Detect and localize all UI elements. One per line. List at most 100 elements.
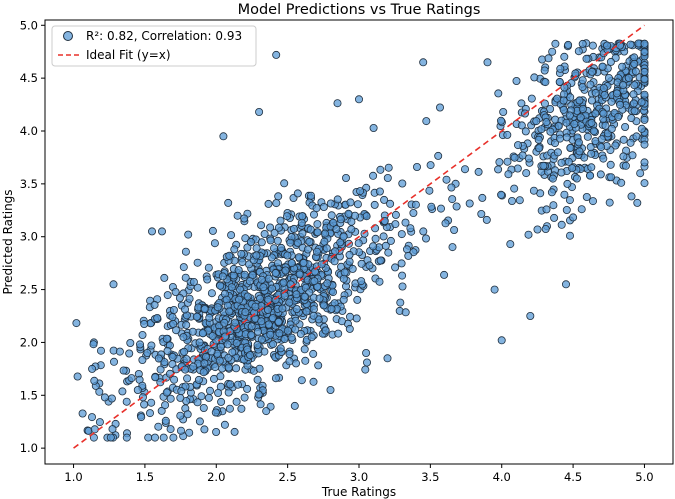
scatter-point [276, 344, 285, 353]
scatter-point [629, 99, 638, 108]
scatter-point [386, 236, 395, 245]
scatter-point [170, 375, 179, 384]
scatter-point [396, 298, 405, 307]
scatter-point [300, 292, 309, 301]
scatter-point [254, 390, 263, 399]
scatter-point [230, 245, 239, 254]
scatter-point [285, 357, 294, 366]
scatter-point [640, 75, 649, 84]
scatter-point [640, 115, 649, 124]
scatter-point [514, 141, 523, 150]
scatter-point [391, 210, 400, 219]
scatter-point [147, 341, 156, 350]
scatter-point [216, 342, 225, 351]
scatter-point [226, 380, 235, 389]
scatter-point [247, 322, 256, 331]
scatter-point [589, 197, 598, 206]
scatter-point [280, 334, 289, 343]
scatter-point [321, 326, 330, 335]
scatter-point [419, 227, 428, 236]
scatter-point [122, 397, 131, 406]
scatter-point [412, 162, 421, 171]
scatter-point [450, 225, 459, 234]
scatter-point [243, 384, 252, 393]
scatter-point [497, 336, 506, 345]
scatter-point [619, 135, 628, 144]
scatter-point [630, 107, 639, 116]
scatter-point [181, 247, 190, 256]
scatter-point [154, 422, 163, 431]
scatter-point [156, 365, 165, 374]
scatter-point [181, 365, 190, 374]
scatter-point [255, 294, 264, 303]
scatter-point [247, 330, 256, 339]
scatter-point [163, 291, 172, 300]
y-tick-label: 4.5 [20, 71, 38, 85]
scatter-point [269, 244, 278, 253]
scatter-point [246, 237, 255, 246]
scatter-point [207, 289, 216, 298]
scatter-point [577, 205, 586, 214]
scatter-point [257, 238, 266, 247]
scatter-point [218, 364, 227, 373]
scatter-point [337, 317, 346, 326]
scatter-point [160, 358, 169, 367]
scatter-point [597, 135, 606, 144]
scatter-point [527, 94, 536, 103]
scatter-point [185, 428, 194, 437]
scatter-point [504, 170, 513, 179]
scatter-point [513, 164, 522, 173]
scatter-point [175, 293, 184, 302]
scatter-point [628, 151, 637, 160]
scatter-point [574, 138, 583, 147]
scatter-point [391, 220, 400, 229]
y-tick-label: 4.0 [20, 124, 38, 138]
scatter-point [376, 256, 385, 265]
scatter-point [203, 275, 212, 284]
scatter-point [218, 272, 227, 281]
scatter-point [154, 354, 163, 363]
scatter-point [168, 313, 177, 322]
scatter-point [145, 409, 154, 418]
scatter-point [183, 374, 192, 383]
scatter-point [362, 212, 371, 221]
scatter-point [295, 270, 304, 279]
scatter-point [344, 209, 353, 218]
scatter-point [619, 152, 628, 161]
scatter-point [274, 317, 283, 326]
scatter-point [312, 204, 321, 213]
scatter-point [591, 88, 600, 97]
scatter-point [587, 118, 596, 127]
scatter-point [219, 132, 228, 141]
scatter-point [550, 213, 559, 222]
scatter-point [568, 164, 577, 173]
scatter-point [327, 304, 336, 313]
scatter-point [587, 163, 596, 172]
scatter-point [549, 201, 558, 210]
scatter-point [586, 143, 595, 152]
scatter-point [232, 397, 241, 406]
scatter-point [211, 408, 220, 417]
scatter-point [631, 67, 640, 76]
scatter-point [210, 239, 219, 248]
x-tick-label: 2.5 [278, 470, 296, 484]
scatter-point [326, 199, 335, 208]
scatter-point [150, 433, 159, 442]
scatter-point [614, 112, 623, 121]
scatter-point [483, 58, 492, 67]
scatter-point [605, 198, 614, 207]
scatter-point [161, 416, 170, 425]
scatter-point [169, 433, 178, 442]
scatter-point [422, 117, 431, 126]
scatter-point [292, 304, 301, 313]
scatter-point [72, 319, 81, 328]
scatter-point [384, 248, 393, 257]
scatter-point [278, 304, 287, 313]
scatter-point [138, 355, 147, 364]
scatter-point [180, 347, 189, 356]
scatter-point [447, 183, 456, 192]
scatter-point [283, 251, 292, 260]
scatter-point [345, 312, 354, 321]
scatter-point [125, 349, 134, 358]
